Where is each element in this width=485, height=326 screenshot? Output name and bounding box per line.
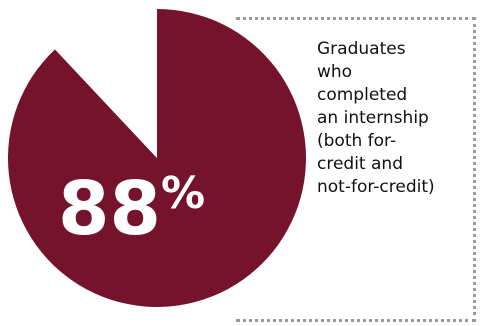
caption-line: who [317,62,353,82]
caption-line: Graduates [317,39,406,59]
percentage-value: 88 [58,166,161,252]
pie-slice-internship [7,9,306,307]
percentage-sign: % [161,168,205,219]
pie-slice-remainder [55,9,157,158]
caption-line: (both for- [317,131,397,151]
caption-line: credit and [317,154,403,174]
caption-line: not-for-credit) [317,177,435,197]
percentage-label: 88% [58,166,205,252]
dotted-frame [236,17,476,322]
caption-line: an internship [317,108,429,128]
caption-line: completed [317,85,408,105]
stat-caption: Graduates who completed an internship (b… [317,38,477,199]
